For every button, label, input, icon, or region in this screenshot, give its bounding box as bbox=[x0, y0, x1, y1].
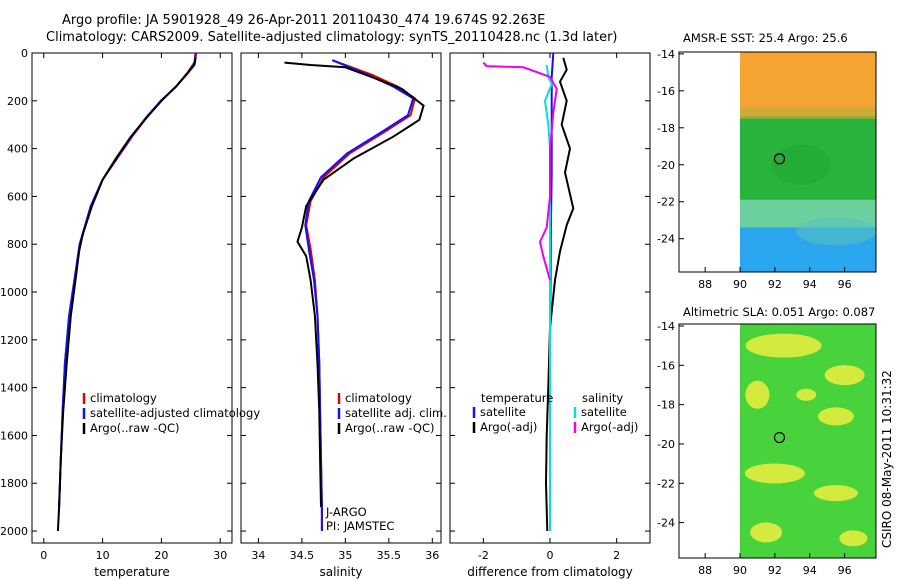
sst_map-blob-2 bbox=[795, 217, 876, 246]
temperature-ytick-label: 1200 bbox=[0, 334, 28, 347]
temperature-xtick-label: 30 bbox=[213, 549, 227, 562]
figure-title-line1: Argo profile: JA 5901928_49 26-Apr-2011 … bbox=[62, 13, 546, 28]
salinity-xtick-label: 34.5 bbox=[290, 549, 315, 562]
difference-xtick-label: 2 bbox=[613, 549, 620, 562]
sla_map-patch-6 bbox=[750, 522, 783, 543]
sst_map-ytick-label: -22 bbox=[657, 196, 675, 209]
sla_map-patch-0 bbox=[745, 333, 822, 358]
sst_map-ytick-label: -20 bbox=[657, 159, 675, 172]
salinity-series-climatology bbox=[305, 59, 417, 531]
temperature-ytick-label: 2000 bbox=[0, 525, 28, 538]
salinity-series-argo-raw-qc- bbox=[284, 61, 425, 508]
sla_map-ytick-label: -24 bbox=[657, 517, 675, 530]
sst_map-xtick-label: 90 bbox=[733, 278, 747, 291]
temperature-series-climatology bbox=[58, 53, 197, 508]
temperature-ytick-label: 600 bbox=[7, 190, 28, 203]
temperature-xlabel: temperature bbox=[94, 565, 169, 579]
sst_map-blob-1 bbox=[771, 144, 832, 185]
temperature-ytick-label: 400 bbox=[7, 143, 28, 156]
salinity-xtick-label: 35 bbox=[338, 549, 352, 562]
sla_map-ytick-label: -18 bbox=[657, 399, 675, 412]
temperature-xtick-label: 0 bbox=[40, 549, 47, 562]
sst_map-xtick-label: 92 bbox=[768, 278, 782, 291]
sst_map-xtick-label: 88 bbox=[698, 278, 712, 291]
temperature-ytick-label: 1000 bbox=[0, 286, 28, 299]
salinity-xlabel: salinity bbox=[319, 565, 362, 579]
sst_map-ytick-label: -14 bbox=[657, 48, 675, 61]
sla_map-ytick-label: -22 bbox=[657, 477, 675, 490]
temperature-legend-1-label: satellite-adjusted climatology bbox=[90, 406, 260, 420]
difference-legend-temp-argo-label: Argo(-adj) bbox=[480, 420, 537, 434]
salinity-annotation-line1: J-ARGO bbox=[325, 505, 367, 519]
temperature-xtick-label: 10 bbox=[96, 549, 110, 562]
sla_map-image bbox=[740, 324, 876, 558]
temperature-ytick-label: 1600 bbox=[0, 429, 28, 442]
difference-xtick-label: 0 bbox=[547, 549, 554, 562]
salinity-axes-frame bbox=[240, 52, 442, 544]
temperature-ytick-label: 200 bbox=[7, 95, 28, 108]
sla_map-patch-5 bbox=[813, 485, 858, 502]
sla_map-ytick-label: -16 bbox=[657, 359, 675, 372]
sst_map-ytick-label: -16 bbox=[657, 85, 675, 98]
difference-legend-sal-argo-label: Argo(-adj) bbox=[581, 420, 638, 434]
sst_map-xtick-label: 94 bbox=[803, 278, 817, 291]
sla_map-patch-8 bbox=[796, 388, 817, 401]
salinity-series-satellite-adj-clim- bbox=[304, 59, 415, 531]
difference-legend-sal-satellite-label: satellite bbox=[581, 405, 627, 419]
sla_map-xtick-label: 96 bbox=[838, 564, 852, 577]
sla_map-ytick-label: -14 bbox=[657, 320, 675, 333]
sst_map-ytick-label: -24 bbox=[657, 233, 675, 246]
sla_map-patch-7 bbox=[839, 530, 868, 547]
difference-legend-salinity-heading: salinity bbox=[582, 391, 623, 405]
figure-title-line2: Climatology: CARS2009. Satellite-adjuste… bbox=[46, 30, 618, 45]
sst_map-transition-warm bbox=[740, 107, 876, 120]
sla_map-ytick-label: -20 bbox=[657, 438, 675, 451]
temperature-series-satellite-adjusted-climatology bbox=[58, 53, 198, 508]
temperature-ytick-label: 800 bbox=[7, 238, 28, 251]
sla_map-band-0 bbox=[740, 324, 876, 558]
difference-xlabel: difference from climatology bbox=[467, 565, 633, 579]
sst_map-argo-marker bbox=[773, 153, 786, 165]
sla_map-patch-4 bbox=[744, 463, 805, 484]
difference-legend-temp-satellite-label: satellite bbox=[480, 405, 526, 419]
salinity-legend-1-label: satellite adj. clim. bbox=[345, 406, 447, 420]
difference-series-salinity-argo-adj- bbox=[482, 61, 558, 281]
difference-series-temperature-argo-adj- bbox=[544, 57, 575, 532]
temperature-ytick-label: 1400 bbox=[0, 382, 28, 395]
sst_map-ytick-label: -18 bbox=[657, 122, 675, 135]
salinity-legend-2-label: Argo(..raw -QC) bbox=[345, 421, 435, 435]
sla_map-patch-3 bbox=[817, 407, 854, 426]
sla_map-xtick-label: 88 bbox=[698, 564, 712, 577]
temperature-ytick-label: 1800 bbox=[0, 477, 28, 490]
sla_map-patch-2 bbox=[745, 380, 770, 409]
sla_map-axes-frame bbox=[678, 323, 877, 559]
sla_map-xtick-label: 94 bbox=[803, 564, 817, 577]
sst_map-title: AMSR-E SST: 25.4 Argo: 25.6 bbox=[683, 31, 848, 45]
temperature-legend-2-label: Argo(..raw -QC) bbox=[90, 421, 180, 435]
salinity-annotation-line2: PI: JAMSTEC bbox=[326, 519, 394, 533]
temperature-series-argo-raw-qc- bbox=[56, 57, 197, 532]
sla_map-argo-marker bbox=[773, 431, 786, 444]
salinity-legend-0-label: climatology bbox=[345, 391, 412, 405]
salinity-xtick-label: 34 bbox=[251, 549, 265, 562]
timestamp-sidenote: CSIRO 08-May-2011 10:31:32 bbox=[880, 370, 894, 548]
sst_map-image bbox=[740, 52, 876, 272]
difference-legend-temperature-heading: temperature bbox=[481, 391, 553, 405]
salinity-xtick-label: 35.5 bbox=[377, 549, 402, 562]
temperature-axes-frame bbox=[31, 52, 233, 544]
sst_map-xtick-label: 96 bbox=[838, 278, 852, 291]
sla_map-title: Altimetric SLA: 0.051 Argo: 0.087 bbox=[683, 305, 875, 319]
sst_map-axes-frame bbox=[678, 51, 877, 273]
difference-xtick-label: -2 bbox=[478, 549, 489, 562]
temperature-legend-0-label: climatology bbox=[90, 391, 157, 405]
salinity-xtick-label: 36 bbox=[425, 549, 439, 562]
sla_map-xtick-label: 90 bbox=[733, 564, 747, 577]
sla_map-patch-1 bbox=[824, 365, 865, 386]
temperature-xtick-label: 20 bbox=[154, 549, 168, 562]
temperature-ytick-label: 0 bbox=[21, 47, 28, 60]
sla_map-xtick-label: 92 bbox=[768, 564, 782, 577]
